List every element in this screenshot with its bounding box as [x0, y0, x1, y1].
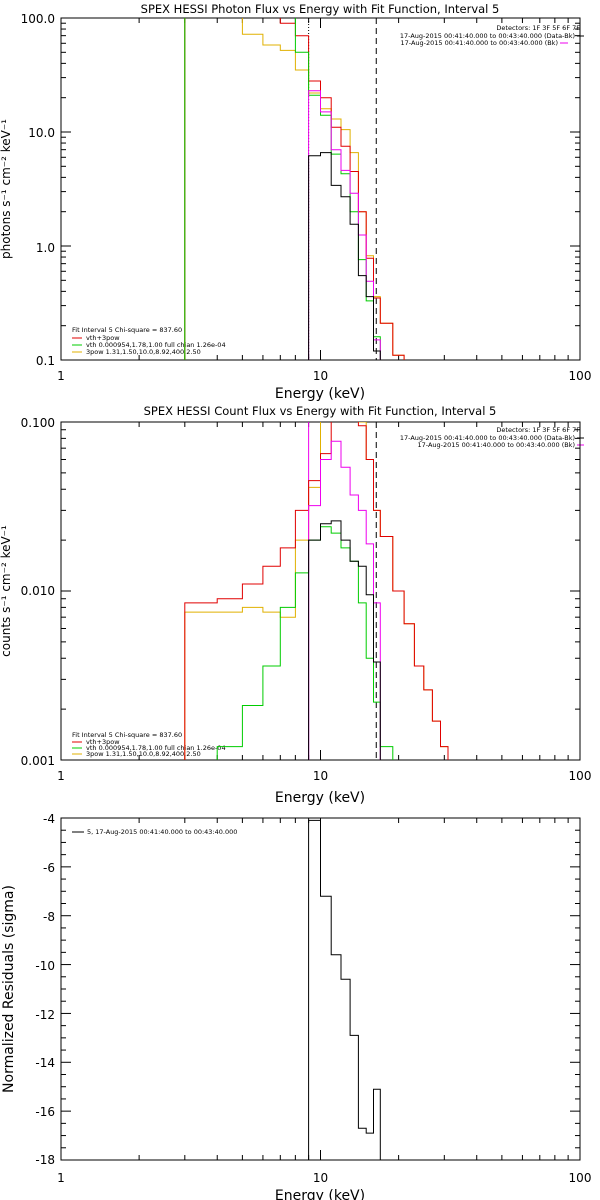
x-tick-label: 10: [313, 369, 328, 383]
count-flux-y-label: counts s⁻¹ cm⁻² keV⁻¹: [0, 525, 13, 657]
y-tick-label: 10.0: [28, 126, 55, 140]
spectrum-series: [308, 440, 381, 760]
plot-frame: [60, 17, 581, 361]
y-tick-label: -16: [35, 1105, 55, 1119]
legend-vth3pow-text: vth+3pow: [86, 738, 120, 746]
x-tick-label: 1: [57, 1171, 65, 1185]
spectrum-series: [216, 526, 394, 760]
count-flux-title: SPEX HESSI Count Flux vs Energy with Fit…: [144, 404, 497, 418]
legend-3pow-text: 3pow 1.31,1.50,10.0,8.92,400,2.50: [86, 348, 201, 356]
fit-header-text: Fit Interval 5 Chi-square = 837.60: [72, 731, 182, 739]
y-tick-label: -6: [43, 861, 55, 875]
spectrum-series: [184, 18, 405, 360]
residuals-x-ticks: 1 10 100: [57, 1171, 591, 1185]
residuals-y-ticks: -4 -6 -8 -10 -12 -14 -16 -18: [35, 812, 55, 1167]
x-tick-label: 1: [57, 769, 65, 783]
count-flux-panel: SPEX HESSI Count Flux vs Energy with Fit…: [0, 404, 591, 806]
series-group: [184, 18, 405, 360]
photon-flux-x-ticks: 1 10 100: [57, 369, 591, 383]
photon-flux-title: SPEX HESSI Photon Flux vs Energy with Fi…: [141, 2, 500, 16]
count-flux-legend-top: Detectors: 1F 3F 5F 6F 7F 17-Aug-2015 00…: [400, 426, 584, 449]
fit-header-text: Fit Interval 5 Chi-square = 837.60: [72, 326, 182, 334]
legend-bk-text: 17-Aug-2015 00:41:40.000 to 00:43:40.000…: [418, 441, 575, 449]
spectrum-series: [184, 18, 405, 360]
residuals-y-label: Normalized Residuals (sigma): [1, 885, 17, 1093]
y-tick-label: -4: [43, 812, 55, 826]
series-group: [184, 422, 449, 760]
y-tick-label: -8: [43, 910, 55, 924]
y-tick-label: -12: [35, 1008, 55, 1022]
y-tick-label: 0.001: [21, 754, 55, 768]
y-tick-label: 0.1: [36, 354, 55, 368]
spectrum-series: [308, 819, 381, 1160]
count-flux-x-ticks: 1 10 100: [57, 769, 591, 783]
y-tick-label: -10: [35, 959, 55, 973]
residuals-x-label: Energy (keV): [275, 1188, 365, 1200]
legend-bk-text: 17-Aug-2015 00:41:40.000 to 00:43:40.000…: [401, 39, 558, 47]
photon-flux-panel: SPEX HESSI Photon Flux vs Energy with Fi…: [0, 2, 591, 402]
legend-vth-text: vth 0.000954,1.78,1.00 full chian 1.26e-…: [86, 744, 226, 752]
spectrum-series: [308, 152, 381, 360]
x-tick-label: 100: [569, 769, 592, 783]
series-group: [308, 819, 381, 1160]
legend-vth-text: vth 0.000954,1.78,1.00 full chian 1.26e-…: [86, 341, 226, 349]
y-tick-label: 0.100: [21, 416, 55, 430]
photon-flux-y-label: photons s⁻¹ cm⁻² keV⁻¹: [0, 119, 13, 259]
legend-3pow-text: 3pow 1.31,1.50,10.0,8.92,400,2.50: [86, 750, 201, 758]
y-tick-label: 100.0: [21, 12, 55, 26]
y-tick-label: -14: [35, 1056, 55, 1070]
detectors-text: Detectors: 1F 3F 5F 6F 7F: [496, 426, 580, 434]
residuals-panel: Normalized Residuals (sigma) -4 -6 -8 -1…: [1, 812, 591, 1200]
y-tick-label: 1.0: [36, 241, 55, 255]
x-tick-label: 100: [569, 1171, 592, 1185]
photon-flux-plot: [60, 17, 581, 361]
legend-interval-text: 5, 17-Aug-2015 00:41:40.000 to 00:43:40.…: [87, 828, 237, 836]
residuals-legend: 5, 17-Aug-2015 00:41:40.000 to 00:43:40.…: [72, 828, 237, 836]
spectrum-series: [184, 422, 449, 760]
photon-flux-y-ticks: 100.0 10.0 1.0 0.1: [21, 12, 55, 368]
residuals-plot: [60, 817, 581, 1161]
count-flux-y-ticks: 0.100 0.010 0.001: [21, 416, 55, 768]
x-tick-label: 10: [313, 1171, 328, 1185]
detectors-text: Detectors: 1F 3F 5F 6F 7F: [496, 24, 580, 32]
x-tick-label: 10: [313, 769, 328, 783]
spectrum-series: [308, 520, 381, 760]
photon-flux-legend-bottom: Fit Interval 5 Chi-square = 837.60 vth+3…: [72, 326, 226, 356]
photon-flux-x-label: Energy (keV): [275, 386, 365, 402]
photon-flux-legend-top: Detectors: 1F 3F 5F 6F 7F 17-Aug-2015 00…: [400, 24, 584, 47]
count-flux-x-label: Energy (keV): [275, 790, 365, 806]
count-flux-plot: [60, 421, 581, 761]
y-tick-label: -18: [35, 1153, 55, 1167]
legend-data-bk-text: 17-Aug-2015 00:41:40.000 to 00:43:40.000…: [400, 434, 575, 442]
y-tick-label: 0.010: [21, 584, 55, 598]
legend-data-bk-text: 17-Aug-2015 00:41:40.000 to 00:43:40.000…: [400, 32, 575, 40]
spectrum-series: [184, 18, 381, 360]
count-flux-legend-bottom: Fit Interval 5 Chi-square = 837.60 vth+3…: [72, 731, 226, 758]
legend-vth3pow-text: vth+3pow: [86, 334, 120, 342]
x-tick-label: 1: [57, 369, 65, 383]
x-tick-label: 100: [569, 369, 592, 383]
spectrum-series: [308, 90, 381, 360]
